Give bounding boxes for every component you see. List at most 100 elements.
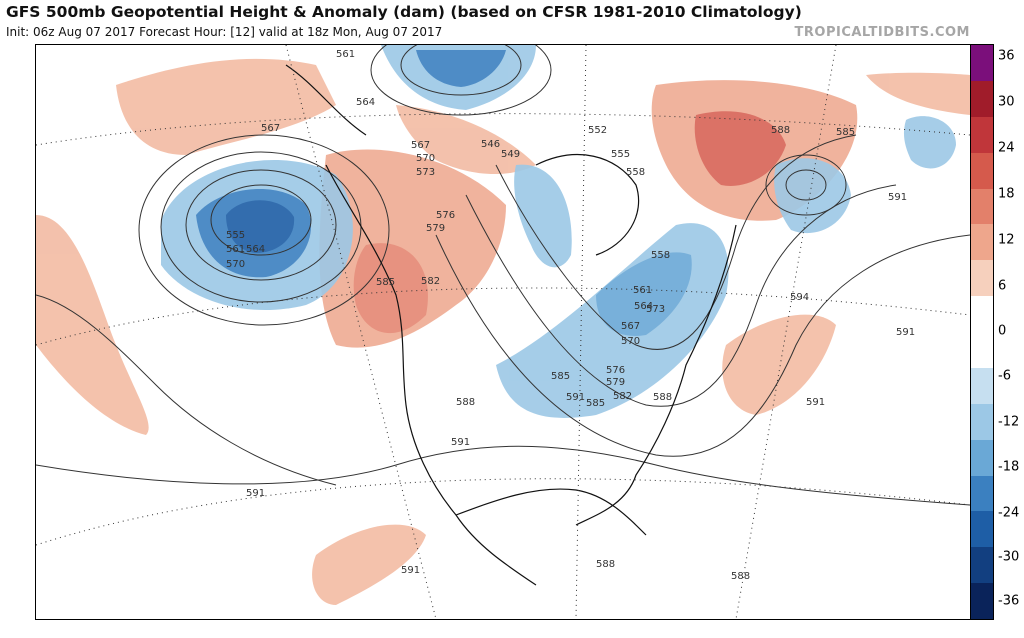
colorbar-tick-label: -36 — [998, 593, 1020, 609]
colorbar-band — [971, 439, 993, 476]
colorbar-tick-label: 24 — [998, 140, 1015, 156]
colorbar-tick-label: -24 — [998, 505, 1020, 521]
colorbar-band — [971, 511, 993, 548]
contour-height-label: 585 — [551, 371, 570, 382]
contour-height-label: 570 — [621, 336, 640, 347]
colorbar-band — [971, 296, 993, 332]
contour-arctic-low — [400, 45, 522, 96]
contour-trough-east — [495, 134, 857, 350]
brand-watermark: TROPICALTIDBITS.COM — [794, 25, 970, 40]
contour-height-label: 576 — [606, 365, 625, 376]
contour-height-label: 570 — [416, 153, 435, 164]
grid-lat-2 — [36, 287, 970, 346]
anomaly-positive-west-pacific — [36, 215, 149, 435]
colorbar-tick-label: -12 — [998, 414, 1020, 430]
contour-height-label: 558 — [626, 167, 645, 178]
contour-height-label: 582 — [421, 276, 440, 287]
colorbar-tick-label: -30 — [998, 549, 1020, 565]
colorbar-band — [971, 367, 993, 404]
contour-height-label: 567 — [261, 123, 280, 134]
anomaly-positive-greenland-core — [694, 111, 786, 186]
contour-atlantic-low — [765, 154, 847, 216]
anomaly-negative-north-atlantic — [903, 116, 956, 169]
contour-height-label: 591 — [451, 437, 470, 448]
contour-height-label: 591 — [888, 192, 907, 203]
contour-height-label: 588 — [653, 392, 672, 403]
contour-height-label: 591 — [246, 488, 265, 499]
contour-low-center-1 — [210, 184, 312, 256]
contour-trough-east-3 — [435, 234, 970, 457]
colorbar-tick-label: 0 — [998, 323, 1007, 339]
anomaly-positive-yukon — [396, 105, 536, 175]
colorbar-tick-label: -6 — [998, 368, 1011, 384]
anomaly-negative-hudson — [514, 164, 572, 268]
colorbar-tick-label: -18 — [998, 459, 1020, 475]
contour-height-label: 594 — [790, 292, 809, 303]
anomaly-negative-labrador-sea — [774, 158, 851, 234]
contour-atlantic-low-2 — [785, 169, 827, 201]
colorbar — [970, 44, 994, 620]
contour-arctic-low-2 — [370, 45, 552, 116]
colorbar-band — [971, 224, 993, 261]
contour-height-label: 585 — [586, 398, 605, 409]
contour-low-center-2 — [185, 169, 337, 281]
contour-height-label: 591 — [401, 565, 420, 576]
anomaly-negative-arctic-core — [416, 50, 506, 87]
colorbar-band — [971, 45, 993, 81]
contour-trough-east-2 — [465, 184, 897, 407]
contour-height-label: 549 — [501, 149, 520, 160]
chart-subtitle: Init: 06z Aug 07 2017 Forecast Hour: [12… — [6, 25, 443, 39]
grid-lon-2 — [575, 45, 587, 619]
colorbar-band — [971, 152, 993, 189]
anomaly-positive-gulf-of-alaska — [116, 58, 336, 155]
contour-height-label: 558 — [651, 250, 670, 261]
contour-height-label: 552 — [588, 125, 607, 136]
anomaly-positive-bc-core — [353, 243, 428, 334]
contour-height-label: 561 — [226, 244, 245, 255]
colorbar-band — [971, 116, 993, 153]
contour-height-label: 555 — [226, 230, 245, 241]
chart-title: GFS 500mb Geopotential Height & Anomaly … — [6, 3, 802, 21]
contour-height-label: 573 — [416, 167, 435, 178]
contour-height-label: 561 — [336, 49, 355, 60]
colorbar-band — [971, 80, 993, 117]
contour-height-label: 591 — [566, 392, 585, 403]
contour-height-label: 561 — [633, 285, 652, 296]
contour-height-label: 588 — [771, 125, 790, 136]
colorbar-tick-label: 6 — [998, 278, 1007, 294]
coastline-hudson-bay — [535, 154, 640, 256]
contour-height-label: 576 — [436, 210, 455, 221]
contour-low-center-4 — [138, 134, 390, 326]
contour-height-label: 588 — [596, 559, 615, 570]
colorbar-tick-label: 36 — [998, 48, 1015, 64]
contour-height-label: 588 — [731, 571, 750, 582]
contour-height-label: 591 — [896, 327, 915, 338]
anomaly-negative-great-lakes-core — [596, 252, 692, 336]
coastline-pacific — [325, 164, 537, 586]
anomaly-positive-east-pacific — [312, 524, 426, 605]
anomaly-positive-north-atlantic — [866, 72, 970, 115]
contour-height-label: 570 — [226, 259, 245, 270]
colorbar-band — [971, 260, 993, 297]
contour-height-label: 585 — [836, 127, 855, 138]
contour-height-label: 546 — [481, 139, 500, 150]
contour-height-label: 564 — [634, 301, 653, 312]
colorbar-band — [971, 403, 993, 440]
contour-height-label: 573 — [646, 304, 665, 315]
contour-591-west — [36, 294, 337, 486]
colorbar-band — [971, 547, 993, 584]
anomaly-negative-ne-pacific-core — [226, 200, 295, 253]
contour-height-label: 564 — [356, 97, 375, 108]
colorbar-tick-label: 18 — [998, 186, 1015, 202]
contour-height-label: 585 — [376, 277, 395, 288]
grid-lon-3 — [735, 45, 837, 619]
contour-height-label: 591 — [806, 397, 825, 408]
colorbar-band — [971, 475, 993, 512]
contour-591-south — [36, 445, 970, 506]
colorbar-band — [971, 332, 993, 368]
coastline-alaska — [285, 64, 367, 136]
contour-height-label: 567 — [411, 140, 430, 151]
colorbar-band — [971, 583, 993, 619]
